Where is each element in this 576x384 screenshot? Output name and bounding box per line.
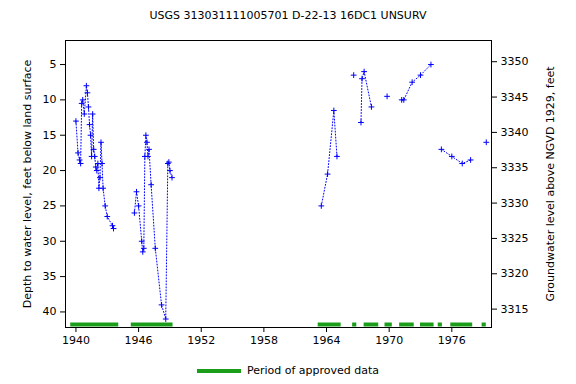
svg-text:3320: 3320 bbox=[501, 267, 529, 280]
svg-text:1958: 1958 bbox=[250, 334, 278, 347]
svg-text:35: 35 bbox=[43, 270, 57, 283]
svg-text:25: 25 bbox=[43, 199, 57, 212]
svg-text:1946: 1946 bbox=[125, 334, 153, 347]
svg-text:1952: 1952 bbox=[187, 334, 215, 347]
svg-text:Depth to water level, feet bel: Depth to water level, feet below land su… bbox=[21, 59, 34, 308]
svg-text:1964: 1964 bbox=[313, 334, 341, 347]
svg-text:3325: 3325 bbox=[501, 232, 529, 245]
svg-text:3340: 3340 bbox=[501, 126, 529, 139]
svg-text:3335: 3335 bbox=[501, 161, 529, 174]
svg-text:3345: 3345 bbox=[501, 91, 529, 104]
svg-text:30: 30 bbox=[43, 235, 57, 248]
html-text:Period of approved data: Period of approved data bbox=[246, 364, 380, 377]
svg-text:15: 15 bbox=[43, 129, 57, 142]
html-text:USGS 313031111005701 D-22-13 1: USGS 313031111005701 D-22-13 16DC1 UNSUR… bbox=[149, 9, 427, 22]
svg-text:1976: 1976 bbox=[438, 334, 466, 347]
svg-text:20: 20 bbox=[43, 164, 57, 177]
svg-text:5: 5 bbox=[50, 58, 57, 71]
svg-text:Groundwater level above NGVD 1: Groundwater level above NGVD 1929, feet bbox=[544, 66, 557, 302]
svg-text:3350: 3350 bbox=[501, 55, 529, 68]
svg-text:40: 40 bbox=[43, 305, 57, 318]
svg-text:10: 10 bbox=[43, 93, 57, 106]
svg-text:3315: 3315 bbox=[501, 303, 529, 316]
svg-text:1970: 1970 bbox=[375, 334, 403, 347]
svg-text:3330: 3330 bbox=[501, 197, 529, 210]
svg-text:1940: 1940 bbox=[62, 334, 90, 347]
